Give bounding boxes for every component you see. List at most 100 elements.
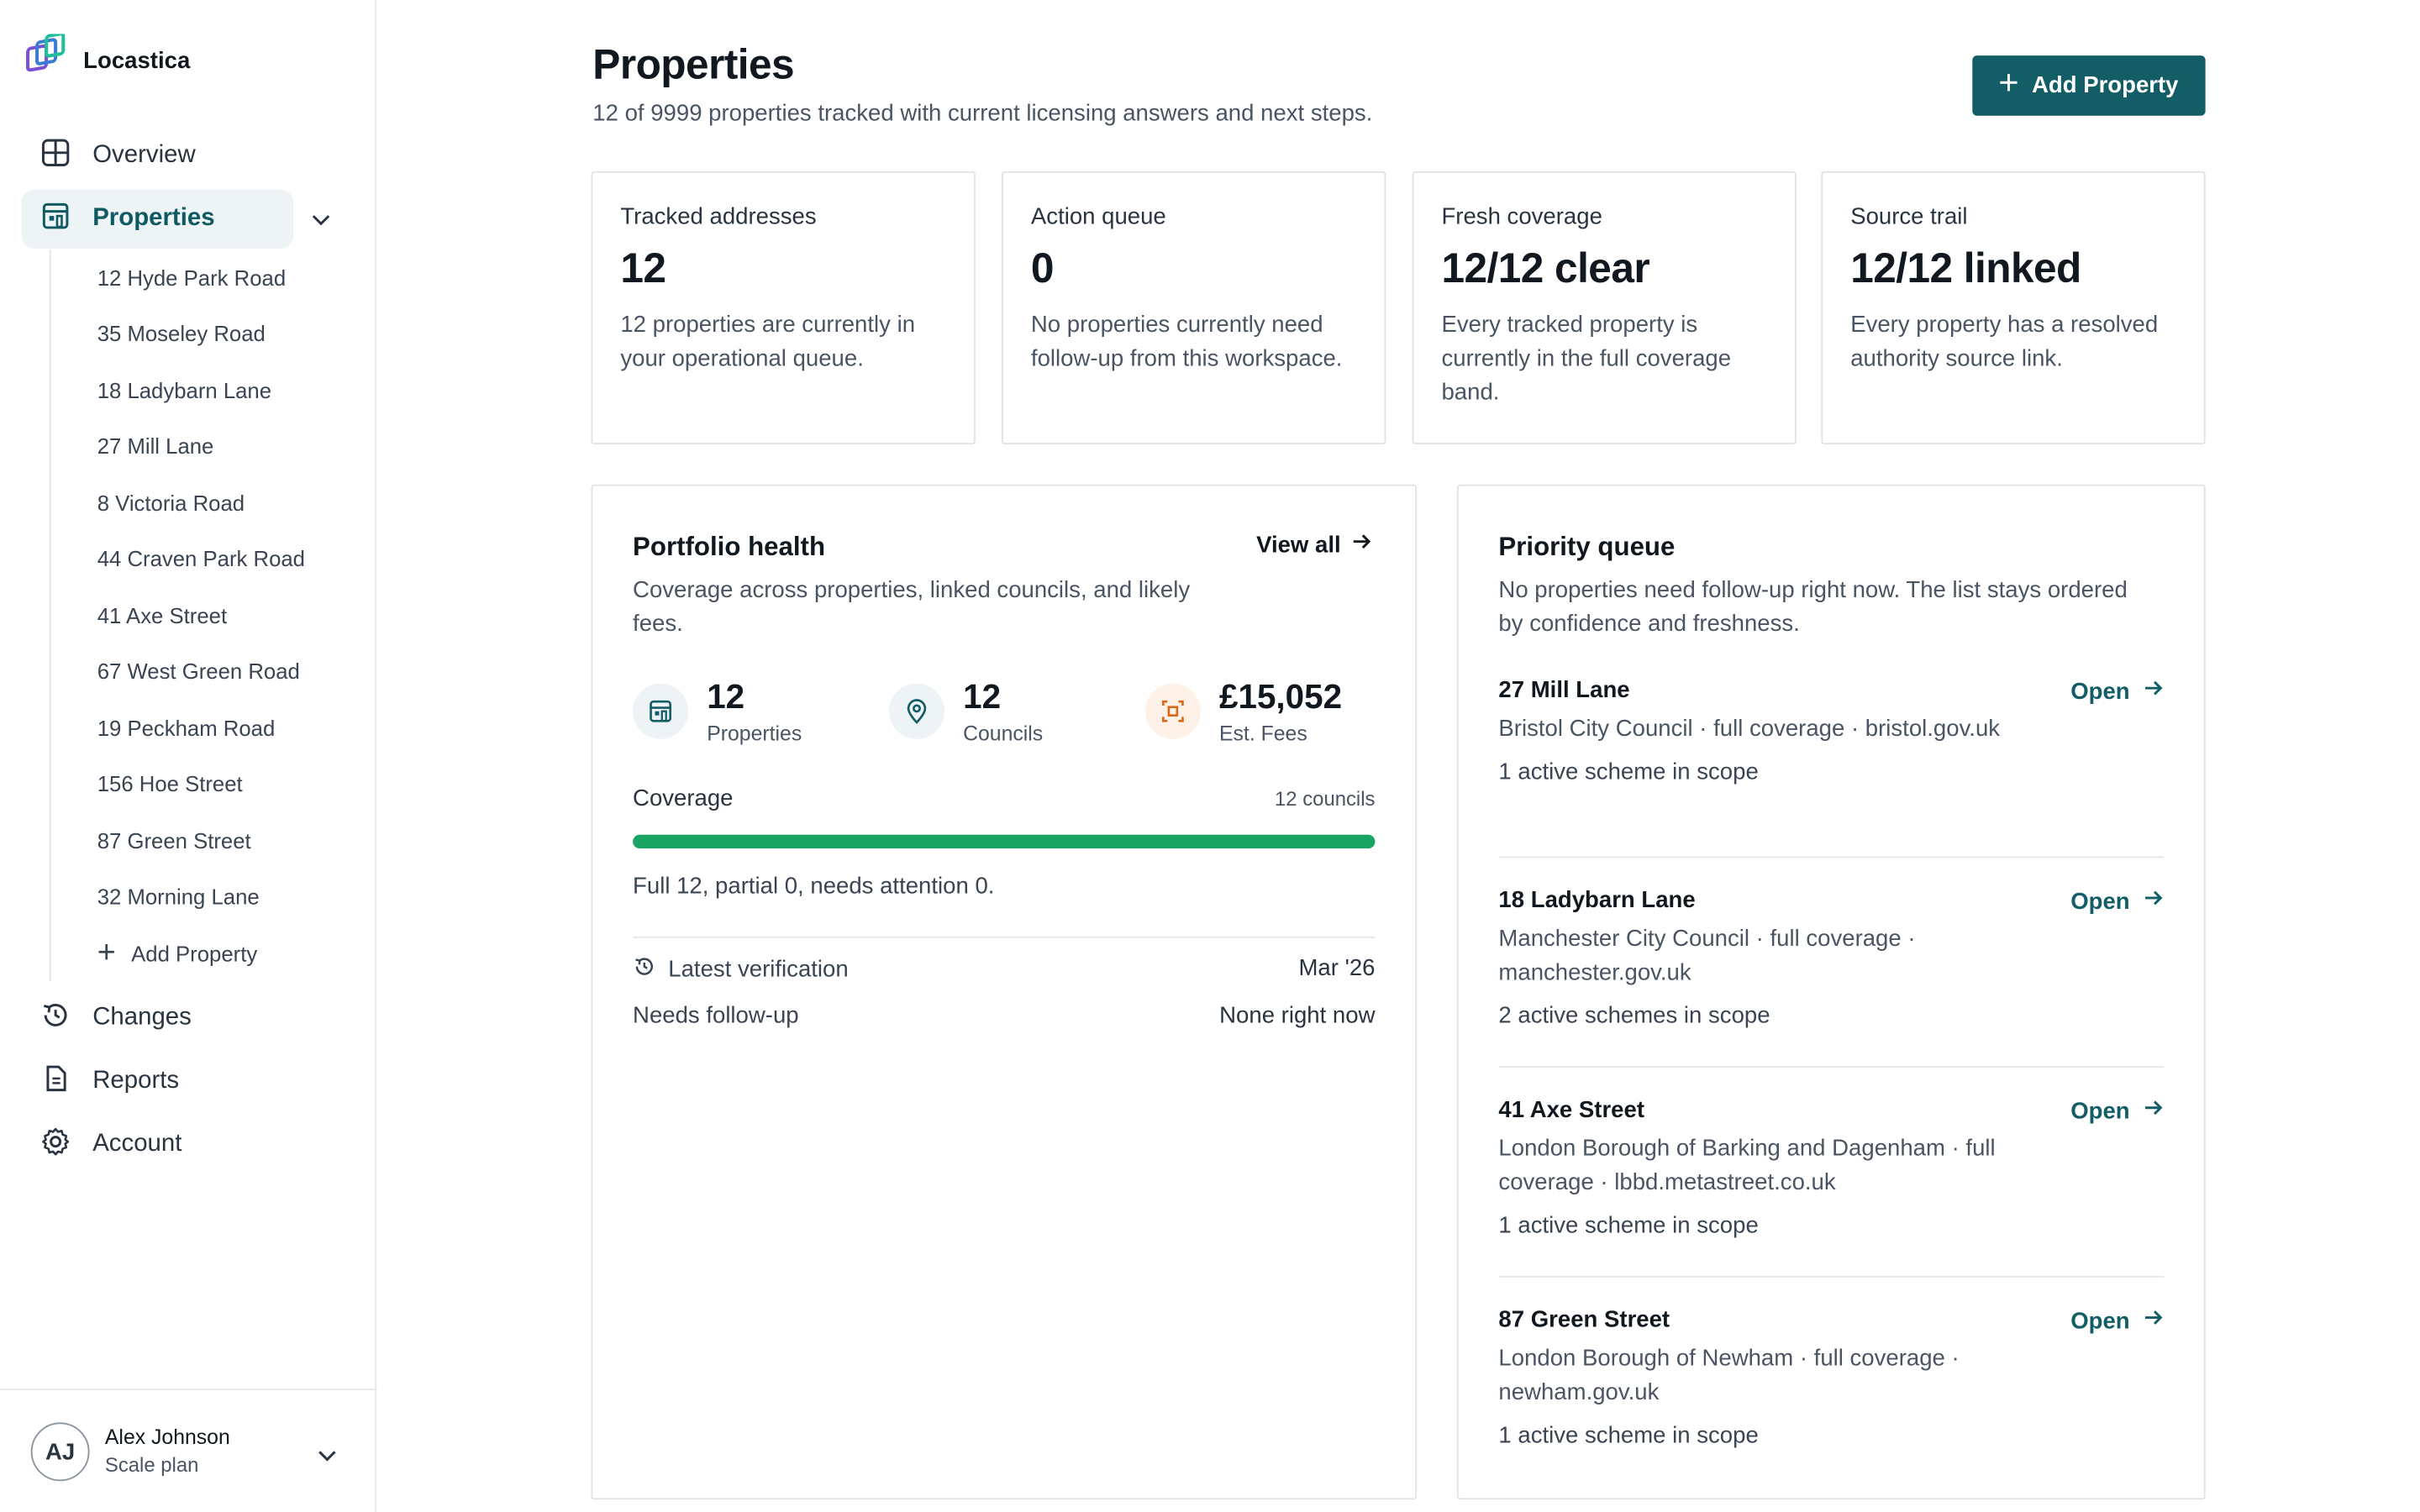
open-label: Open	[2070, 888, 2130, 915]
nav-properties-label: Properties	[92, 205, 215, 232]
brand-name: Locastica	[83, 47, 191, 75]
view-all-link[interactable]: View all	[1256, 531, 1371, 559]
arrow-right-icon	[2142, 1097, 2164, 1125]
sidebar-item-property[interactable]: 35 Moseley Road	[97, 321, 266, 346]
user-menu[interactable]: AJ Alex Johnson Scale plan	[0, 1389, 377, 1512]
nav-account-label: Account	[92, 1131, 182, 1158]
nav-properties[interactable]: Properties	[21, 189, 293, 249]
arrow-right-icon	[2142, 887, 2164, 915]
coverage-count: 12 councils	[1275, 786, 1376, 811]
gear-icon	[40, 1126, 71, 1164]
location-pin-icon	[888, 683, 945, 739]
queue-item-name: 18 Ladybarn Lane	[1498, 887, 1696, 914]
needs-followup-value: None right now	[1219, 1002, 1376, 1030]
stat-value: 0	[1030, 245, 1055, 292]
stat-value: 12/12 clear	[1441, 245, 1650, 292]
stat-desc: Every tracked property is currently in t…	[1441, 312, 1732, 407]
queue-item-scope: 2 active schemes in scope	[1498, 1002, 1770, 1030]
open-button[interactable]: Open	[2070, 1307, 2164, 1335]
queue-item-detail: London Borough of Newham · full coverage…	[1498, 1345, 1960, 1406]
sidebar-item-property[interactable]: 27 Mill Lane	[97, 433, 214, 459]
portfolio-health-panel: Portfolio health View all Coverage acros…	[591, 484, 1418, 1500]
grid-icon	[40, 137, 71, 176]
divider	[1498, 1066, 2165, 1068]
queue-item: 18 Ladybarn Lane Manchester City Council…	[1498, 887, 2164, 1029]
chevron-down-icon[interactable]	[315, 1442, 339, 1475]
queue-item-scope: 1 active scheme in scope	[1498, 1212, 1759, 1239]
sidebar: Locastica Overview Properties 12 Hyde Pa…	[0, 0, 377, 1512]
plus-icon	[97, 941, 116, 965]
metric-councils: 12 Councils	[888, 677, 1044, 746]
open-button[interactable]: Open	[2070, 887, 2164, 915]
metric-properties: 12 Properties	[633, 677, 802, 745]
sidebar-add-property[interactable]: Add Property	[97, 941, 258, 966]
stat-value: 12/12 linked	[1850, 245, 2081, 292]
user-plan: Scale plan	[104, 1453, 199, 1477]
sidebar-item-property[interactable]: 12 Hyde Park Road	[97, 265, 287, 291]
nav-overview-label: Overview	[92, 141, 196, 169]
open-label: Open	[2070, 1307, 2130, 1334]
open-button[interactable]: Open	[2070, 677, 2164, 705]
open-label: Open	[2070, 1097, 2130, 1125]
stat-label: Fresh coverage	[1441, 203, 1602, 230]
stat-desc: No properties currently need follow-up f…	[1030, 312, 1343, 372]
open-button[interactable]: Open	[2070, 1097, 2164, 1125]
sidebar-add-property-label: Add Property	[131, 941, 258, 966]
stat-card-action-queue: Action queue 0 No properties currently n…	[1002, 171, 1386, 444]
view-all-label: View all	[1256, 531, 1341, 558]
logo-icon	[24, 32, 67, 87]
open-label: Open	[2070, 678, 2130, 705]
stat-label: Action queue	[1030, 203, 1166, 230]
queue-item: 41 Axe Street London Borough of Barking …	[1498, 1097, 2164, 1239]
building-icon	[40, 200, 71, 239]
queue-item: 27 Mill Lane Bristol City Council · full…	[1498, 677, 2164, 785]
sidebar-item-property[interactable]: 156 Hoe Street	[97, 771, 243, 796]
sidebar-item-property[interactable]: 32 Morning Lane	[97, 884, 260, 909]
metric-label: Est. Fees	[1218, 722, 1307, 746]
nav-account[interactable]: Account	[22, 1116, 358, 1174]
sidebar-item-property[interactable]: 67 West Green Road	[97, 659, 300, 684]
nav-reports-label: Reports	[92, 1067, 180, 1095]
queue-item-name: 87 Green Street	[1498, 1306, 1670, 1333]
queue-item-scope: 1 active scheme in scope	[1498, 1422, 1759, 1449]
sidebar-item-property[interactable]: 41 Axe Street	[97, 603, 228, 628]
property-subnav: 12 Hyde Park Road 35 Moseley Road 18 Lad…	[49, 249, 358, 982]
nav-overview[interactable]: Overview	[22, 127, 358, 186]
coverage-progress-fill	[633, 834, 1376, 849]
panel-desc: No properties need follow-up right now. …	[1498, 576, 2128, 638]
metric-est-fees: £15,052 Est. Fees	[1144, 677, 1342, 746]
brand[interactable]: Locastica	[24, 32, 191, 87]
sidebar-item-property[interactable]: 87 Green Street	[97, 828, 251, 853]
add-property-button[interactable]: Add Property	[1972, 55, 2206, 116]
queue-item-detail: Manchester City Council · full coverage …	[1498, 926, 1916, 986]
sidebar-item-property[interactable]: 18 Ladybarn Lane	[97, 377, 272, 403]
coverage-label: Coverage	[633, 785, 734, 812]
priority-queue-panel: Priority queue No properties need follow…	[1456, 484, 2206, 1500]
chevron-down-icon[interactable]	[308, 207, 333, 239]
queue-item-name: 27 Mill Lane	[1498, 677, 1630, 704]
plus-icon	[1999, 72, 2019, 98]
panel-title: Portfolio health	[633, 532, 826, 562]
metric-label: Properties	[707, 722, 802, 746]
stat-card-fresh-coverage: Fresh coverage 12/12 clear Every tracked…	[1412, 171, 1797, 444]
latest-verification-text: Latest verification	[668, 956, 849, 983]
avatar: AJ	[30, 1422, 90, 1482]
history-icon	[40, 999, 71, 1037]
queue-item-name: 41 Axe Street	[1498, 1096, 1645, 1124]
divider	[633, 936, 1376, 938]
add-property-button-label: Add Property	[2031, 72, 2179, 99]
sidebar-item-property[interactable]: 44 Craven Park Road	[97, 546, 306, 571]
stat-desc: Every property has a resolved authority …	[1850, 312, 2159, 372]
stat-label: Tracked addresses	[620, 203, 817, 230]
latest-verification-value: Mar '26	[1298, 954, 1376, 982]
sidebar-item-property[interactable]: 8 Victoria Road	[97, 491, 245, 516]
latest-verification-label: Latest verification	[633, 955, 849, 984]
nav-changes-label: Changes	[92, 1004, 192, 1031]
arrow-right-icon	[1350, 531, 1372, 559]
sidebar-item-property[interactable]: 19 Peckham Road	[97, 716, 276, 741]
nav-changes[interactable]: Changes	[22, 989, 358, 1047]
nav-reports[interactable]: Reports	[22, 1053, 358, 1111]
stat-label: Source trail	[1850, 203, 1968, 230]
metric-label: Councils	[963, 722, 1044, 746]
history-icon	[633, 955, 656, 984]
